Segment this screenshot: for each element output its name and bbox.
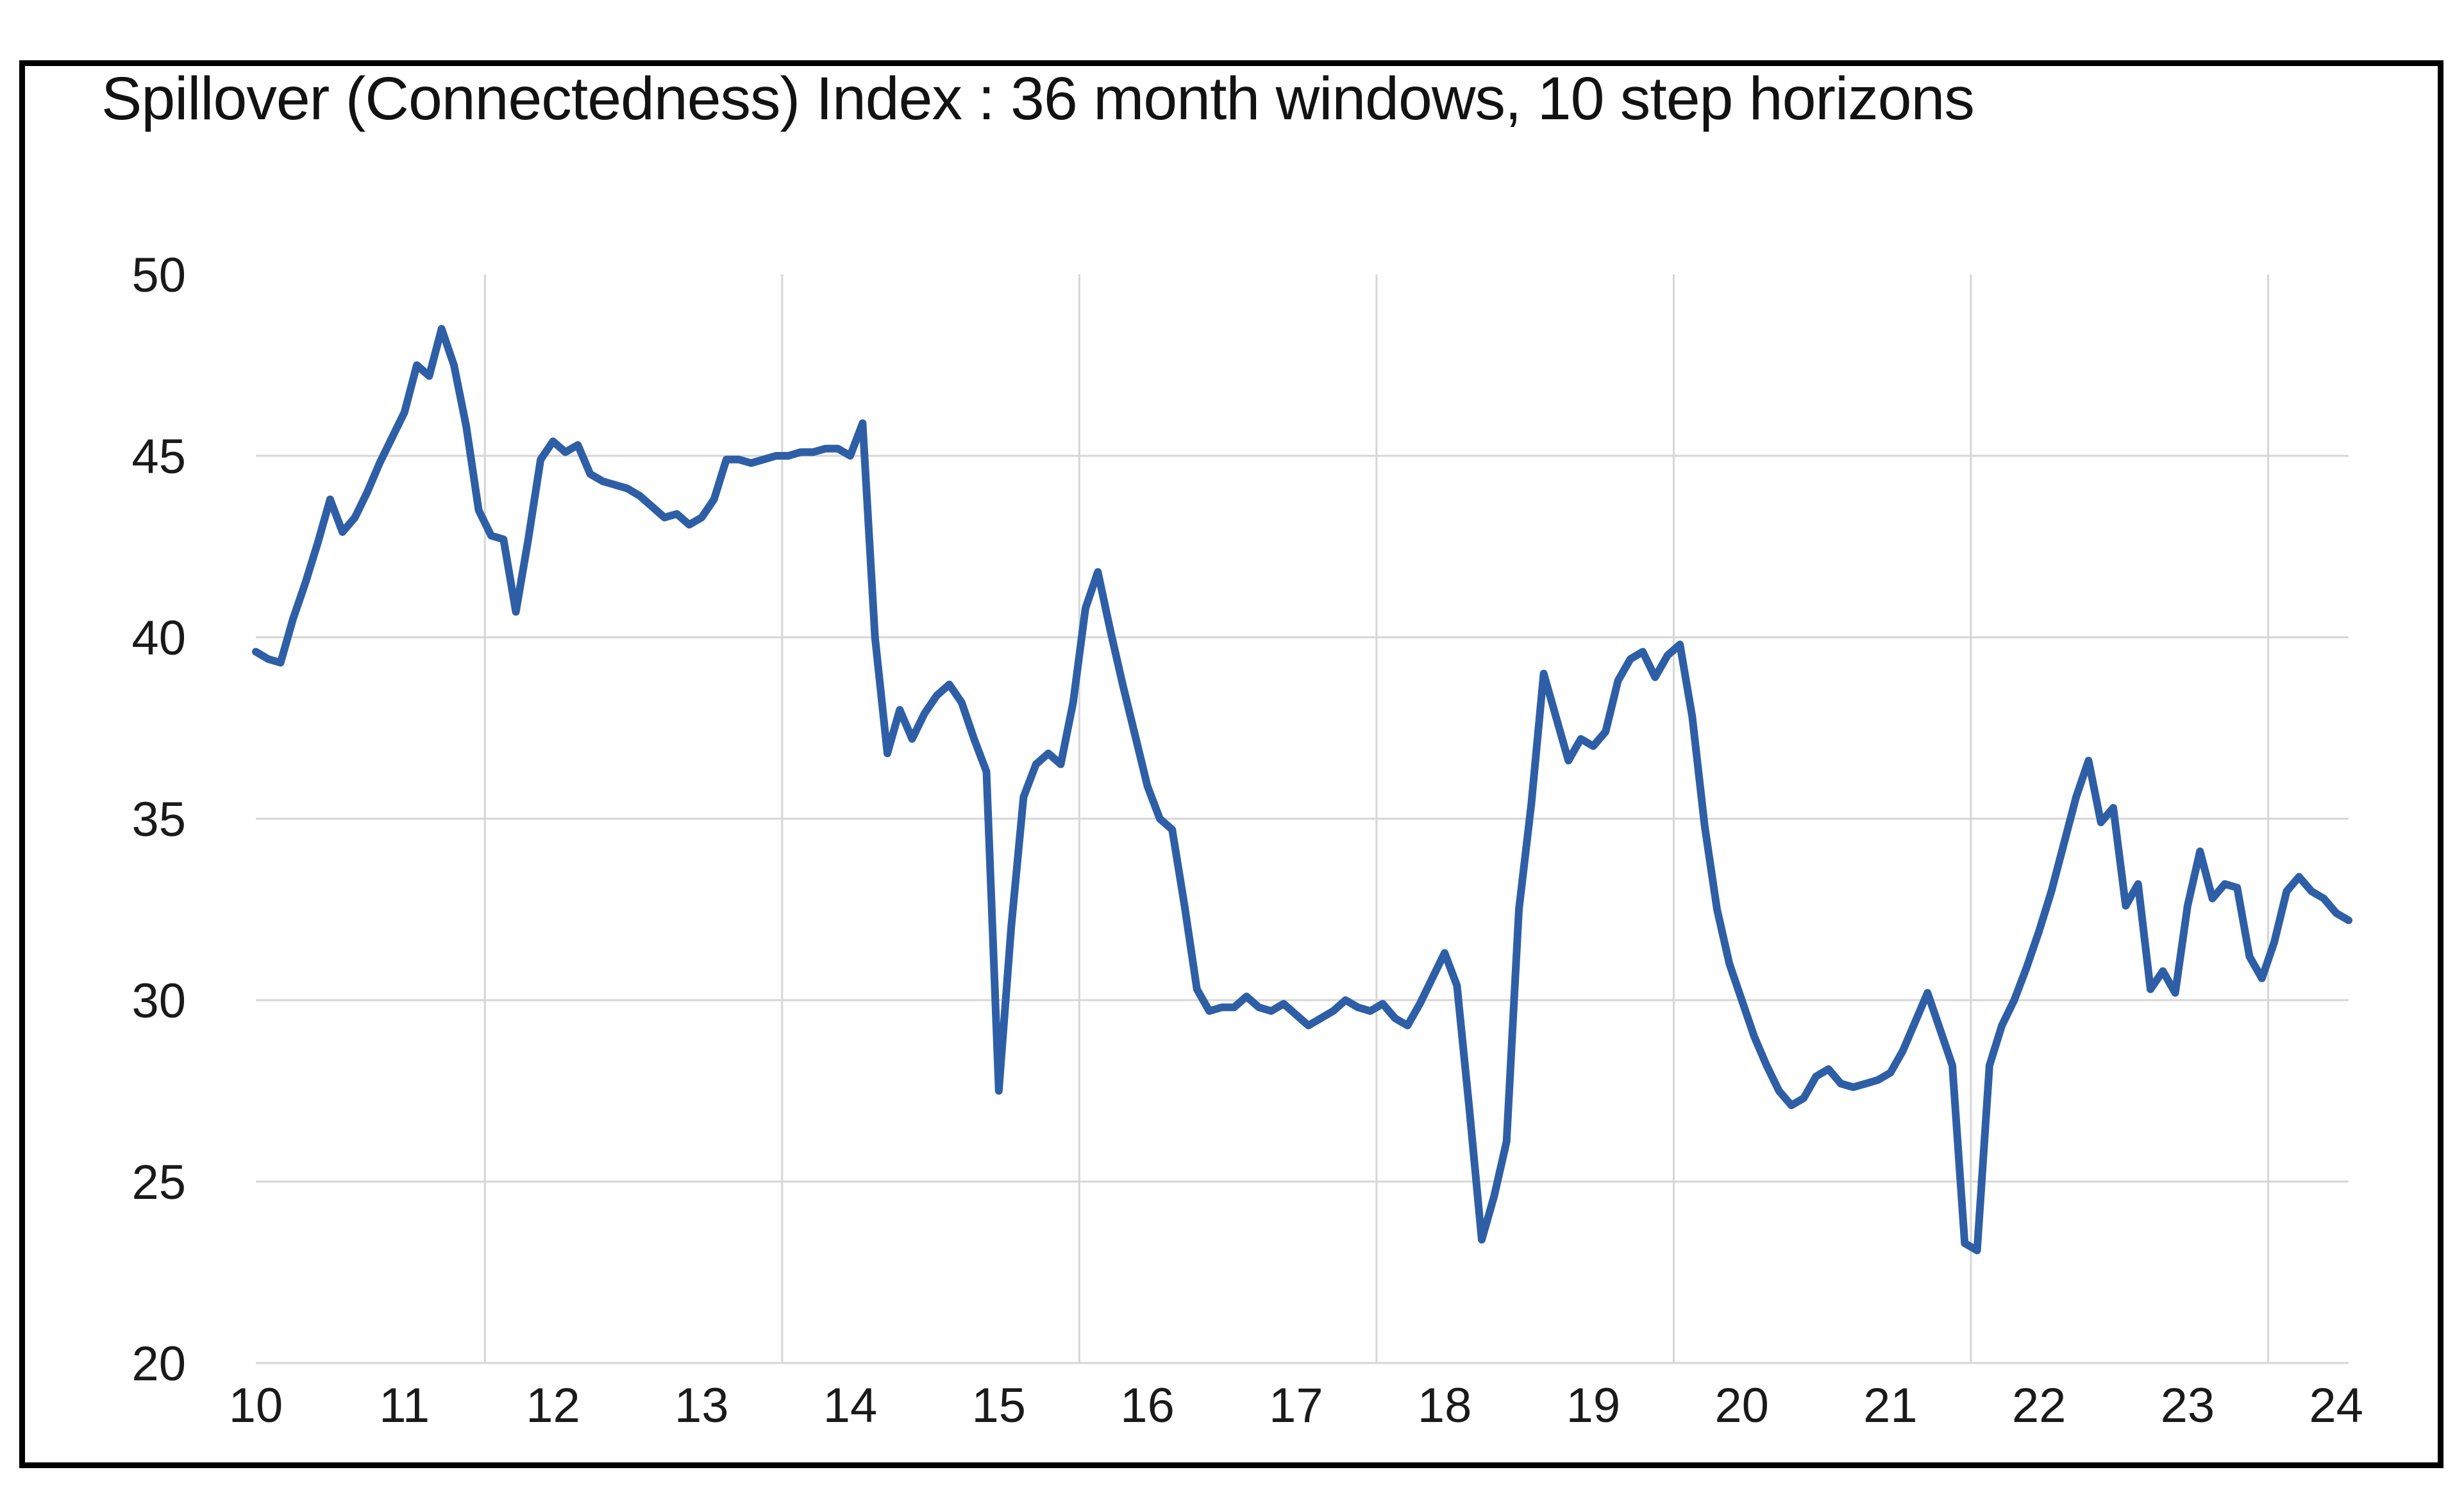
x-tick-label: 19 (1566, 1378, 1621, 1433)
chart-border (19, 60, 2443, 1468)
x-axis-labels: 10 11 12 13 14 15 16 17 18 19 20 21 22 23 24 (229, 1378, 2363, 1433)
series-line (252, 324, 2352, 1255)
x-tick-label: 14 (823, 1378, 878, 1433)
y-tick-label: 40 (131, 611, 186, 665)
x-tick-label: 24 (2309, 1378, 2363, 1433)
x-tick-label: 21 (1863, 1378, 1918, 1433)
y-tick-label: 50 (131, 248, 186, 303)
x-tick-label: 18 (1418, 1378, 1472, 1433)
y-tick-label: 45 (131, 430, 186, 484)
y-tick-label: 20 (131, 1337, 186, 1391)
x-tick-label: 20 (1714, 1378, 1769, 1433)
x-tick-label: 10 (229, 1378, 283, 1433)
x-tick-label: 22 (2012, 1378, 2066, 1433)
y-tick-label: 25 (131, 1155, 186, 1210)
y-tick-label: 35 (131, 792, 186, 847)
x-tick-label: 11 (379, 1378, 430, 1433)
y-tick-label: 30 (131, 974, 186, 1028)
y-axis-labels: 50 45 40 35 30 25 20 (131, 248, 186, 1391)
chart-title: Spillover (Connectedness) Index : 36 mon… (101, 65, 1975, 133)
x-tick-label: 17 (1269, 1378, 1323, 1433)
gridlines (256, 274, 2349, 1364)
x-tick-label: 12 (526, 1378, 580, 1433)
x-tick-label: 23 (2161, 1378, 2215, 1433)
x-tick-label: 16 (1120, 1378, 1175, 1433)
series-spillover-index (252, 324, 2352, 1255)
x-tick-label: 13 (675, 1378, 729, 1433)
x-tick-label: 15 (972, 1378, 1027, 1433)
